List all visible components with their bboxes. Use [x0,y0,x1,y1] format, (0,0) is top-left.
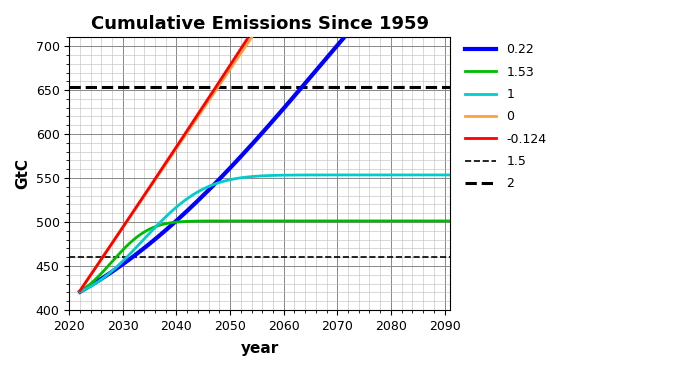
Y-axis label: GtC: GtC [15,158,30,189]
Title: Cumulative Emissions Since 1959: Cumulative Emissions Since 1959 [90,15,428,33]
Legend: 0.22, 1.53, 1, 0, -0.124, 1.5, 2: 0.22, 1.53, 1, 0, -0.124, 1.5, 2 [460,38,551,196]
X-axis label: year: year [241,341,279,356]
